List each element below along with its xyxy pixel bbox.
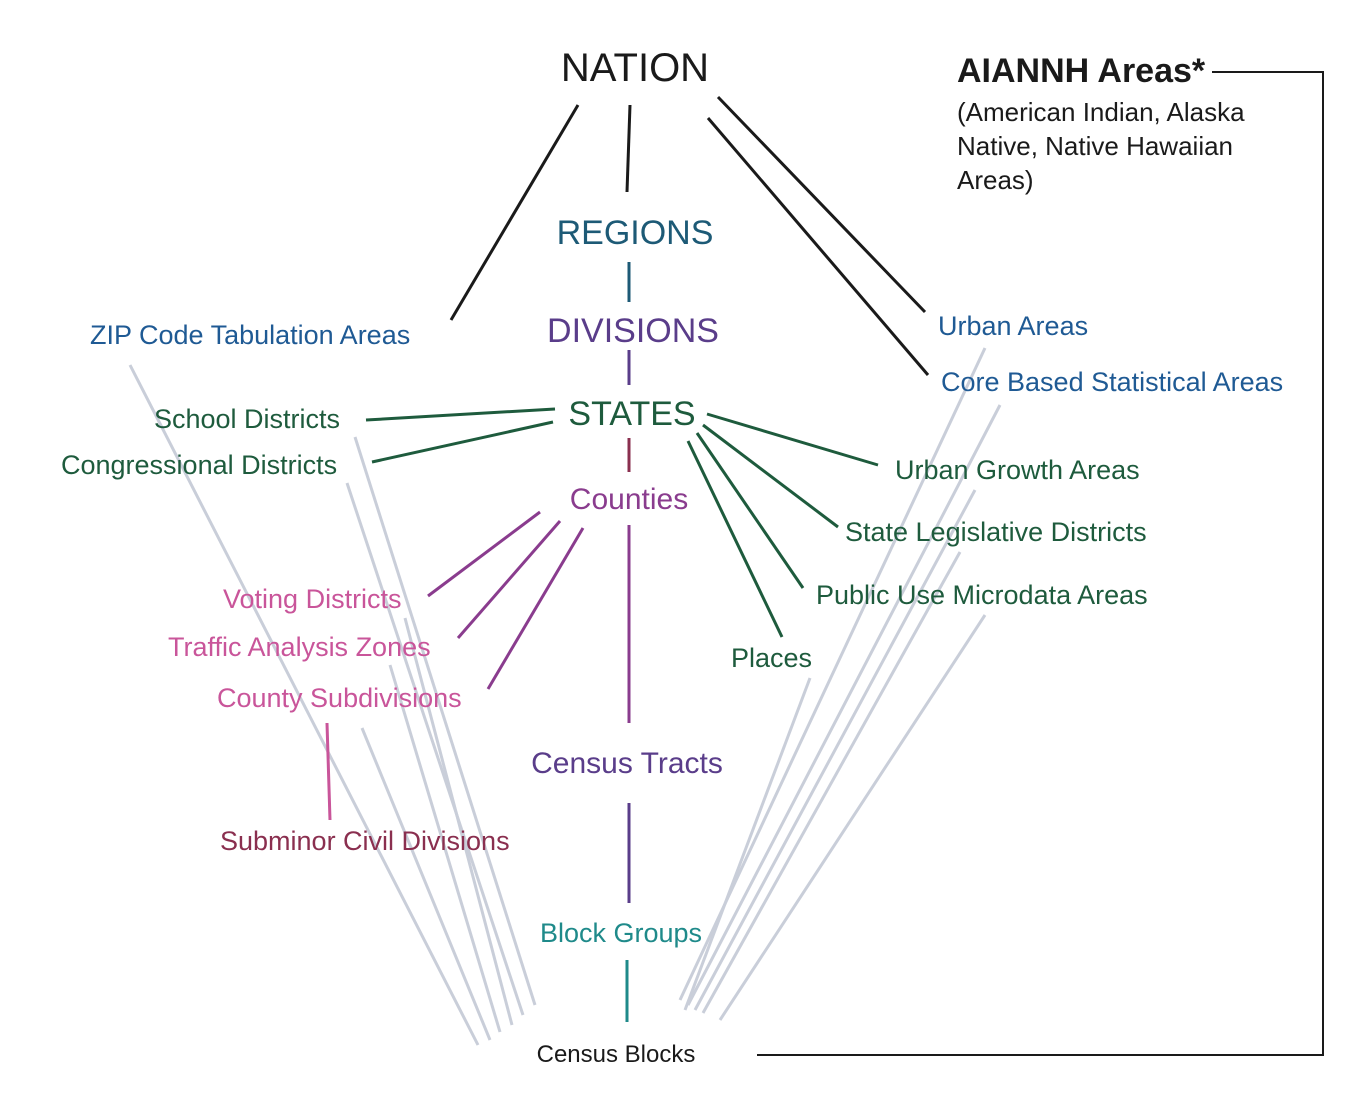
node-census-blocks: Census Blocks <box>537 1041 696 1068</box>
connector-countysub-blocks <box>360 727 492 1041</box>
node-congressional-districts: Congressional Districts <box>61 450 337 480</box>
connector-nation-urban-areas <box>716 95 927 314</box>
node-nation: NATION <box>561 46 709 90</box>
connector-congressional-blocks <box>345 482 525 1016</box>
connector-counties-countysub <box>486 527 585 690</box>
aiannh-title: AIANNH Areas* <box>957 52 1206 90</box>
node-zcta: ZIP Code Tabulation Areas <box>90 320 410 350</box>
connector-nation-cbsa <box>706 117 930 376</box>
connector-aiannh-bracket <box>757 71 1324 1056</box>
node-county-subdivisions: County Subdivisions <box>217 683 462 713</box>
node-block-groups: Block Groups <box>540 918 702 948</box>
connector-nation-regions <box>625 104 632 193</box>
node-voting-districts: Voting Districts <box>223 584 402 614</box>
connector-states-sld <box>702 423 839 529</box>
node-counties: Counties <box>570 483 688 516</box>
connector-counties-voting <box>427 510 541 598</box>
node-cbsa: Core Based Statistical Areas <box>941 367 1283 397</box>
connector-states-congressional <box>371 420 554 464</box>
nation-connectors <box>449 95 930 376</box>
connector-zcta-blocks <box>128 364 480 1046</box>
node-urban-areas: Urban Areas <box>938 311 1088 341</box>
node-urban-growth-areas: Urban Growth Areas <box>895 455 1140 485</box>
connector-states-places <box>686 440 784 638</box>
connector-nation-zcta <box>449 104 580 321</box>
connector-places-blocks <box>683 677 812 1011</box>
node-traffic-analysis-zones: Traffic Analysis Zones <box>168 632 431 662</box>
node-labels: NATION REGIONS DIVISIONS STATES Counties… <box>61 46 1283 1068</box>
counties-connectors <box>427 510 585 690</box>
connector-countysub-subminor <box>325 722 332 821</box>
states-connectors <box>365 407 879 638</box>
node-subminor-civil-divisions: Subminor Civil Divisions <box>220 826 510 856</box>
connector-cbsa-blocks <box>686 404 1002 1006</box>
connector-states-puma <box>695 432 805 589</box>
census-block-gray-connectors <box>128 347 1002 1046</box>
node-puma: Public Use Microdata Areas <box>816 580 1148 610</box>
node-state-legislative-districts: State Legislative Districts <box>845 517 1147 547</box>
node-regions: REGIONS <box>557 214 714 252</box>
node-places: Places <box>731 643 812 673</box>
connector-traffic-blocks <box>388 664 502 1033</box>
aiannh-subtitle-line-3: Areas) <box>957 165 1034 195</box>
central-spine <box>625 262 631 1022</box>
connector-states-uga <box>706 412 879 467</box>
connector-states-school <box>365 407 556 422</box>
connector-sld-blocks <box>701 551 962 1014</box>
aiannh-subtitle-line-1: (American Indian, Alaska <box>957 97 1245 127</box>
connector-uga-blocks <box>693 489 977 1011</box>
connector-counties-traffic <box>456 520 562 639</box>
connector-voting-blocks <box>403 617 514 1026</box>
connector-puma-blocks <box>718 614 987 1021</box>
aiannh-subtitle-line-2: Native, Native Hawaiian <box>957 131 1233 161</box>
aiannh-block: AIANNH Areas* (American Indian, Alaska N… <box>957 52 1245 195</box>
node-census-tracts: Census Tracts <box>531 747 723 780</box>
node-school-districts: School Districts <box>154 404 340 434</box>
node-states: STATES <box>568 395 695 433</box>
connector-school-blocks <box>353 436 537 1006</box>
node-divisions: DIVISIONS <box>547 312 719 350</box>
